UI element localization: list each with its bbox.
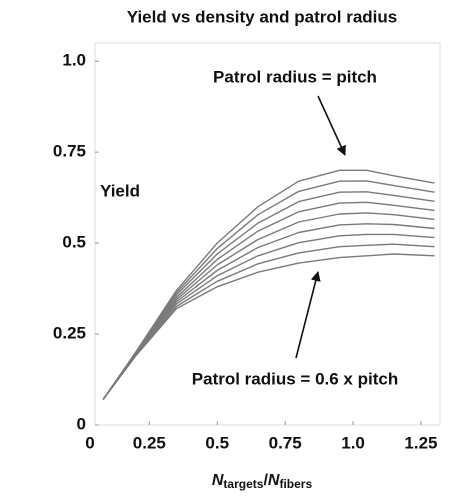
y-tick-label: 1.0 [62, 51, 86, 70]
arrow [295, 271, 321, 359]
y-tick-label: 0 [77, 414, 86, 433]
y-tick-label: 0.75 [53, 142, 86, 161]
x-tick-label: 0 [85, 433, 94, 452]
x-label-part: N [268, 472, 280, 489]
x-tick-label: 1.25 [404, 433, 437, 452]
x-tick-label: 0.75 [269, 433, 302, 452]
series-line [102, 212, 435, 400]
series-line [102, 243, 435, 400]
chart-title: Yield vs density and patrol radius [127, 7, 398, 26]
series-line [102, 180, 435, 400]
y-axis-label: Yield [100, 181, 140, 200]
series-line [102, 201, 435, 400]
annotation: Patrol radius = pitch [213, 67, 377, 86]
series-line [102, 169, 435, 400]
plot-frame [94, 42, 441, 426]
x-label-part: fibers [279, 477, 312, 491]
x-axis-label: Ntargets/Nfibers [212, 472, 313, 491]
x-tick-label: 0.5 [205, 433, 229, 452]
series-line [102, 233, 435, 400]
x-tick-label: 0.25 [133, 433, 166, 452]
x-label-part: N [212, 472, 224, 489]
series-line [102, 223, 435, 400]
x-tick-label: 1.0 [341, 433, 365, 452]
annotation: Patrol radius = 0.6 x pitch [192, 369, 398, 388]
arrow [317, 95, 346, 156]
x-label-part: / [263, 472, 268, 489]
y-tick-label: 0.5 [62, 233, 86, 252]
x-label-part: targets [223, 477, 263, 491]
series-line [102, 253, 435, 400]
y-tick-label: 0.25 [53, 324, 86, 343]
series-line [102, 191, 435, 400]
